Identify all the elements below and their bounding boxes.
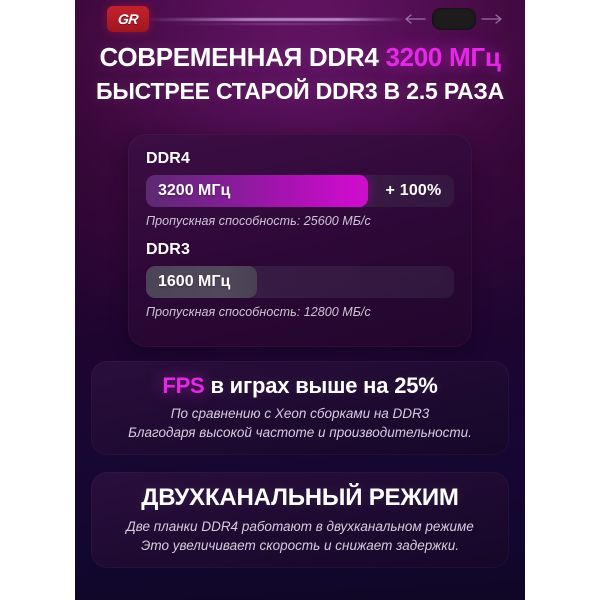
headline-line-2: БЫСТРЕЕ СТАРОЙ DDR3 В 2.5 РАЗА [96, 77, 504, 104]
ddr3-bar-fill: 1600 МГц [146, 266, 257, 298]
fps-title-rest: в играх выше на 25% [204, 373, 438, 398]
fps-card: FPS в играх выше на 25% По сравнению с X… [91, 361, 509, 456]
ddr3-bandwidth-note: Пропускная способность: 12800 МБ/с [146, 305, 371, 319]
content-panel: GR СОВРЕМЕННАЯ DDR4 3200 МГц БЫСТРЕЕ СТА… [75, 0, 525, 600]
ddr4-speed-label: 3200 МГц [158, 182, 231, 199]
header-divider-line [143, 18, 403, 21]
fps-title-accent: FPS [162, 373, 205, 398]
nav-pill[interactable] [432, 8, 476, 30]
dual-channel-sub-2: Это увеличивает скорость и снижает задер… [141, 538, 459, 554]
ddr4-label: DDR4 [146, 150, 190, 167]
headline-prefix: СОВРЕМЕННАЯ DDR4 [99, 42, 386, 72]
headline-line-1: СОВРЕМЕННАЯ DDR4 3200 МГц [75, 42, 525, 72]
dual-channel-sub-1: Две планки DDR4 работают в двухканальном… [126, 519, 474, 534]
ddr3-row: DDR3 1600 МГц Пропускная способность: 12… [146, 241, 454, 319]
header-divider-glow [170, 23, 385, 25]
headline-block: СОВРЕМЕННАЯ DDR4 3200 МГц БЫСТРЕЕ СТАРОЙ… [75, 42, 525, 104]
nav-controls [405, 6, 503, 32]
ddr4-gain-badge: + 100% [385, 182, 442, 199]
dual-channel-title: ДВУХКАНАЛЬНЫЙ РЕЖИМ [141, 484, 459, 511]
arrow-left-icon[interactable] [405, 13, 427, 25]
ddr4-bar-track: 3200 МГц + 100% [146, 175, 454, 207]
dual-channel-card: ДВУХКАНАЛЬНЫЙ РЕЖИМ Две планки DDR4 рабо… [91, 472, 509, 569]
fps-title: FPS в играх выше на 25% [101, 373, 499, 399]
ddr4-row: DDR4 3200 МГц + 100% Пропускная способно… [146, 150, 454, 228]
fps-sub-1: По сравнению с Xeon сборками на DDR3 [170, 406, 430, 421]
ddr3-speed-label: 1600 МГц [158, 273, 231, 290]
comparison-card: DDR4 3200 МГц + 100% Пропускная способно… [128, 134, 472, 347]
headline-accent: 3200 МГц [385, 42, 501, 72]
ddr4-bandwidth-note: Пропускная способность: 25600 МБ/с [146, 214, 371, 228]
ddr3-label: DDR3 [146, 241, 190, 258]
ddr4-bar-fill: 3200 МГц [146, 175, 368, 207]
gr-logo-label: GR [117, 11, 139, 27]
ddr3-bar-track: 1600 МГц [146, 266, 454, 298]
arrow-right-icon[interactable] [481, 13, 503, 25]
gr-logo[interactable]: GR [107, 6, 149, 32]
fps-sub-2: Благодаря высокой частоте и производител… [128, 425, 472, 441]
